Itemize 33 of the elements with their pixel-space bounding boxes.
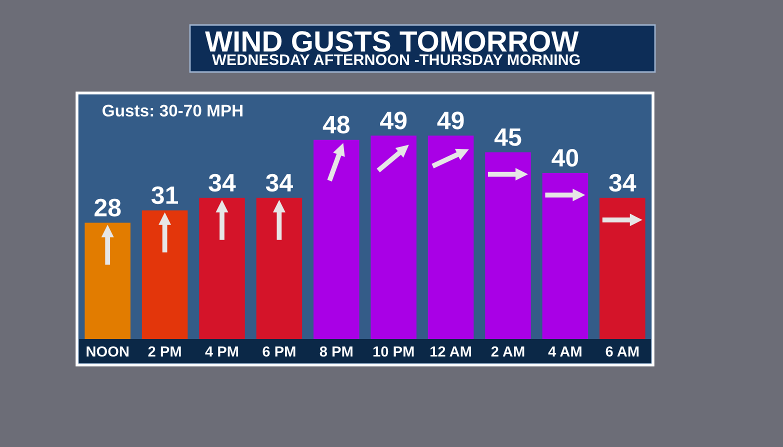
data-label: 34 [208,174,236,192]
x-tick-label: NOON [86,346,128,357]
bar [600,198,646,339]
x-tick-label: 10 PM [373,346,414,357]
data-label: 40 [552,148,578,167]
bar [370,136,416,339]
bar [256,198,302,339]
chart-subtitle: WEDNESDAY AFTERNOON -THURSDAY MORNING [212,54,580,66]
x-tick-label: 6 PM [262,346,296,357]
data-label: 34 [609,174,636,192]
chart-title: WIND GUSTS TOMORROW [205,31,579,52]
x-tick-label: 4 PM [205,346,238,357]
data-label: 49 [380,112,407,130]
bar [142,210,188,339]
bar [84,222,130,339]
bar [199,198,245,339]
data-label: 48 [322,116,350,134]
bar [542,173,588,339]
data-label: 34 [266,174,293,192]
x-tick-label: 2 AM [491,346,524,357]
bar [314,140,360,339]
data-label: 49 [437,112,464,130]
data-label: 28 [94,198,121,216]
x-tick-label: 4 AM [548,346,582,357]
bar [428,136,474,339]
x-tick-label: 8 PM [320,346,352,357]
data-label: 31 [151,186,178,204]
x-tick-label: 2 PM [148,346,181,357]
x-tick-label: 12 AM [430,346,472,357]
text: Gusts: 30-70 MPH [102,104,242,117]
data-label: 45 [494,128,522,146]
x-tick-label: 6 AM [606,346,639,357]
bar [485,152,531,339]
